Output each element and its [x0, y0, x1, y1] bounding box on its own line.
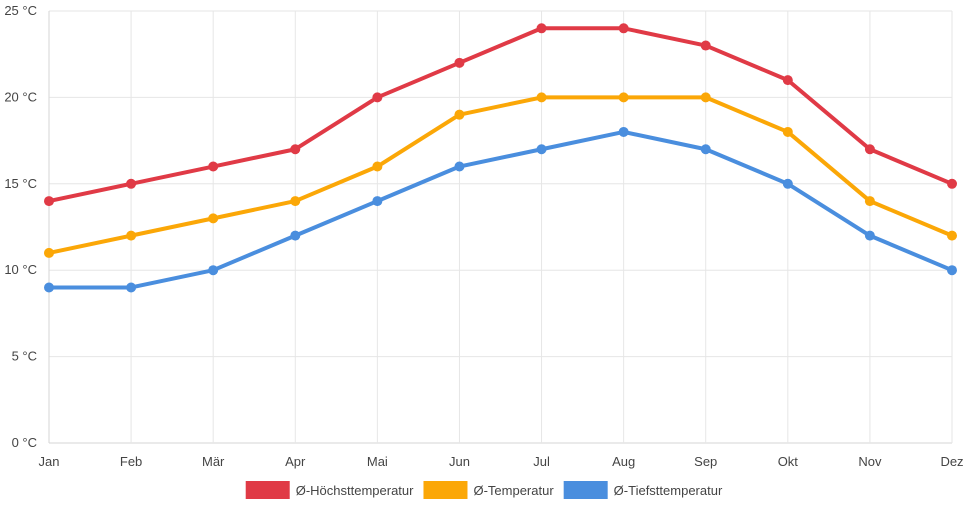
data-point[interactable] — [372, 196, 383, 207]
x-tick-label: Okt — [778, 454, 799, 469]
legend-label: Ø-Höchsttemperatur — [296, 483, 414, 498]
axis-layer: 0 °C 5 °C 10 °C 15 °C 20 °C 25 °C Jan Feb Mär Apr… — [4, 3, 963, 469]
x-tick-label: Mär — [202, 454, 225, 469]
data-point[interactable] — [618, 23, 629, 34]
legend-item[interactable]: Ø-Tiefsttemperatur — [563, 481, 723, 499]
data-point[interactable] — [290, 230, 301, 241]
legend-swatch — [423, 481, 468, 499]
data-point[interactable] — [126, 282, 137, 293]
y-tick-label: 10 °C — [4, 262, 37, 277]
data-point[interactable] — [208, 213, 219, 224]
legend-label: Ø-Temperatur — [473, 483, 554, 498]
legend-item[interactable]: Ø-Höchsttemperatur — [245, 481, 414, 499]
data-point[interactable] — [864, 196, 875, 207]
data-point[interactable] — [454, 57, 465, 68]
data-point[interactable] — [208, 265, 219, 276]
x-tick-label: Jul — [533, 454, 550, 469]
data-point[interactable] — [782, 126, 793, 137]
series-line — [47, 26, 954, 204]
series-group — [44, 126, 957, 293]
data-point[interactable] — [700, 92, 711, 103]
x-tick-label: Mai — [367, 454, 388, 469]
data-point[interactable] — [44, 196, 54, 207]
legend-swatch — [245, 481, 290, 499]
x-tick-label: Apr — [285, 454, 306, 469]
data-point[interactable] — [700, 40, 711, 51]
series-layer — [44, 23, 957, 293]
data-point[interactable] — [372, 92, 383, 103]
x-tick-label: Nov — [858, 454, 882, 469]
data-point[interactable] — [536, 92, 547, 103]
grid-layer — [48, 10, 953, 444]
series-line — [47, 95, 954, 255]
data-point[interactable] — [782, 75, 793, 86]
data-point[interactable] — [44, 282, 54, 293]
y-tick-label: 15 °C — [4, 176, 37, 191]
legend-label: Ø-Tiefsttemperatur — [614, 483, 723, 498]
data-point[interactable] — [454, 161, 465, 172]
y-tick-label: 20 °C — [4, 89, 37, 104]
data-point[interactable] — [947, 265, 957, 276]
x-tick-label: Feb — [120, 454, 142, 469]
legend: Ø-Höchsttemperatur Ø-Temperatur Ø-Tiefstte… — [245, 481, 723, 499]
data-point[interactable] — [208, 161, 219, 172]
x-tick-label: Aug — [612, 454, 635, 469]
data-point[interactable] — [372, 161, 383, 172]
data-point[interactable] — [126, 230, 137, 241]
data-point[interactable] — [947, 178, 957, 189]
data-point[interactable] — [536, 23, 547, 34]
legend-item[interactable]: Ø-Temperatur — [423, 481, 554, 499]
data-point[interactable] — [44, 247, 54, 258]
data-point[interactable] — [700, 144, 711, 155]
x-tick-label: Dez — [940, 454, 963, 469]
data-point[interactable] — [290, 196, 301, 207]
y-tick-label: 25 °C — [4, 3, 37, 18]
data-point[interactable] — [947, 230, 957, 241]
y-tick-label: 5 °C — [12, 349, 37, 364]
data-point[interactable] — [618, 126, 629, 137]
data-point[interactable] — [782, 178, 793, 189]
y-tick-label: 0 °C — [12, 435, 37, 450]
data-point[interactable] — [864, 144, 875, 155]
series-line — [47, 129, 954, 290]
data-point[interactable] — [454, 109, 465, 120]
data-point[interactable] — [290, 144, 301, 155]
x-tick-label: Jun — [449, 454, 470, 469]
series-group — [44, 23, 957, 207]
data-point[interactable] — [864, 230, 875, 241]
data-point[interactable] — [126, 178, 137, 189]
data-point[interactable] — [536, 144, 547, 155]
series-group — [44, 92, 957, 258]
x-tick-label: Jan — [39, 454, 60, 469]
legend-swatch — [563, 481, 608, 499]
data-point[interactable] — [618, 92, 629, 103]
x-tick-label: Sep — [694, 454, 717, 469]
